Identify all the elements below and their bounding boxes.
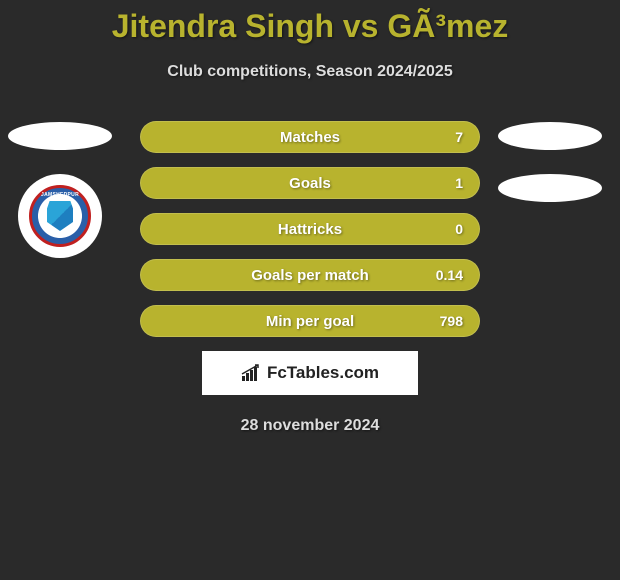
branding-box: FcTables.com <box>202 351 418 395</box>
player-avatar-placeholder <box>8 122 112 150</box>
stat-value: 7 <box>455 129 463 145</box>
left-player-column: JAMSHEDPUR <box>8 122 112 258</box>
club-badge-label: JAMSHEDPUR <box>41 192 79 198</box>
stat-label: Min per goal <box>141 313 479 330</box>
stat-row-min-per-goal: Min per goal 798 <box>140 305 480 337</box>
stat-row-goals-per-match: Goals per match 0.14 <box>140 259 480 291</box>
right-player-column <box>498 122 602 226</box>
stat-label: Matches <box>141 129 479 146</box>
stat-value: 1 <box>455 175 463 191</box>
stat-row-goals: Goals 1 <box>140 167 480 199</box>
club-badge-shield-icon <box>47 201 73 231</box>
stat-label: Hattricks <box>141 221 479 238</box>
stat-value: 0.14 <box>436 267 463 283</box>
club-badge-placeholder <box>498 174 602 202</box>
page-title: Jitendra Singh vs GÃ³mez <box>0 0 620 45</box>
player-avatar-placeholder <box>498 122 602 150</box>
page-subtitle: Club competitions, Season 2024/2025 <box>0 63 620 81</box>
club-badge-left: JAMSHEDPUR <box>18 174 102 258</box>
stat-row-hattricks: Hattricks 0 <box>140 213 480 245</box>
stat-label: Goals <box>141 175 479 192</box>
stats-container: Matches 7 Goals 1 Hattricks 0 Goals per … <box>140 121 480 337</box>
date-label: 28 november 2024 <box>0 417 620 435</box>
stat-value: 798 <box>440 313 463 329</box>
branding-text: FcTables.com <box>267 363 379 383</box>
stat-label: Goals per match <box>141 267 479 284</box>
stat-value: 0 <box>455 221 463 237</box>
bar-chart-icon <box>241 364 263 382</box>
club-badge-inner: JAMSHEDPUR <box>29 185 91 247</box>
stat-row-matches: Matches 7 <box>140 121 480 153</box>
